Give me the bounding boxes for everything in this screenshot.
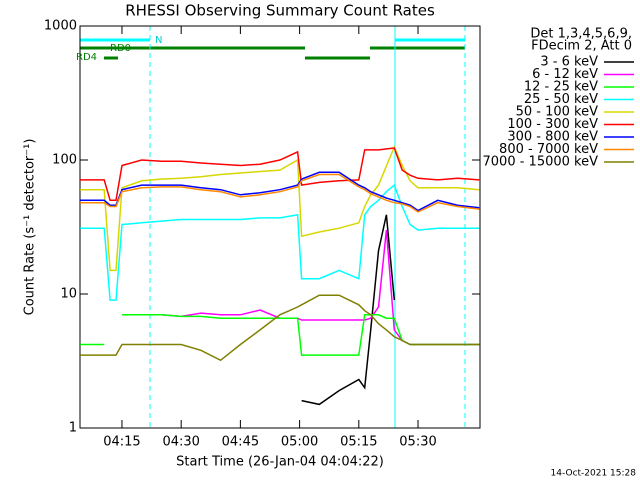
chart-title: RHESSI Observing Summary Count Rates [125,2,435,20]
x-tick-label: 04:30 [162,435,199,450]
legend-header: FDecim 2, Att 0 [531,39,632,54]
series-line [122,230,480,346]
legend-label: 6 - 12 keV [532,67,598,82]
annotation: N [155,35,162,46]
x-tick-label: 05:00 [281,435,318,450]
y-tick-label: 10 [60,287,77,302]
annotation: RD4 [76,52,97,63]
y-tick-label: 100 [52,153,77,168]
series-line [80,314,480,356]
plot-frame [79,25,481,429]
x-tick-label: 05:30 [399,435,436,450]
flag-bars [80,26,466,428]
x-tick-label: 04:15 [103,435,140,450]
y-axis-label: Count Rate (s⁻¹ detector⁻¹) [23,139,38,316]
x-tick-label: 05:15 [340,435,377,450]
footer: 14-Oct-2021 15:28 [551,469,637,479]
legend-label: 7000 - 15000 keV [483,155,599,170]
y-tick-label: 1000 [44,19,77,34]
legend-label: 25 - 50 keV [524,92,598,107]
series-line [301,214,396,406]
series-line [80,294,480,362]
legend-label: 50 - 100 keV [516,105,599,120]
legend-label: 3 - 6 keV [540,55,598,70]
x-axis-label: Start Time (26-Jan-04 04:04:22) [176,455,384,470]
series-line [80,173,480,213]
y-tick-label: 1 [69,421,77,436]
x-tick-label: 04:45 [222,435,259,450]
legend-label: 12 - 25 keV [524,80,598,95]
series-line [80,145,480,272]
annotation: RD0 [110,43,131,54]
series-line [80,147,480,202]
legend-header: Det 1,3,4,5,6,9, [530,27,632,42]
legend-label: 800 - 7000 keV [499,142,598,157]
legend-label: 100 - 300 keV [507,117,598,132]
series-line [80,183,480,301]
legend-label: 300 - 800 keV [507,130,598,145]
